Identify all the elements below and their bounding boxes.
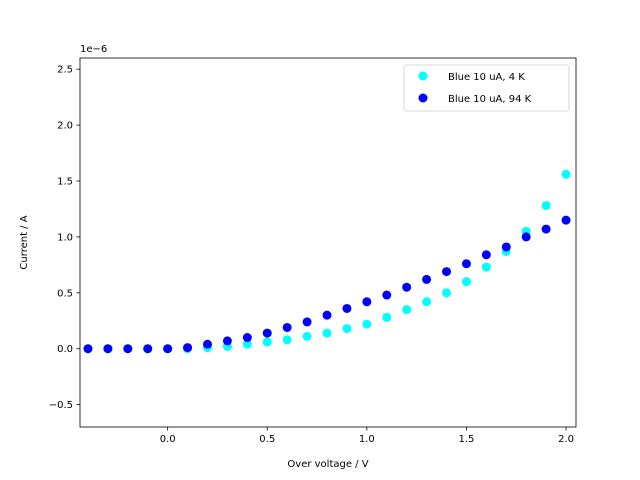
- data-points: [83, 169, 571, 354]
- data-point-series-1: [561, 169, 571, 179]
- data-point-series-2: [362, 297, 372, 307]
- legend-frame: [403, 64, 570, 112]
- axes-frame: [79, 57, 577, 428]
- data-point-series-2: [103, 344, 113, 354]
- data-point-series-2: [481, 250, 491, 260]
- data-point-series-2: [302, 317, 312, 327]
- data-point-series-1: [402, 305, 412, 315]
- x-tick-label: 0.5: [259, 434, 275, 445]
- data-point-series-2: [382, 290, 392, 300]
- y-tick-label: −0.5: [49, 400, 73, 411]
- data-point-series-1: [322, 328, 332, 338]
- y-axis-ticks: −0.5 0.0 0.5 1.0 1.5 2.0 2.5: [49, 65, 80, 411]
- x-tick-label: 2.0: [558, 434, 574, 445]
- data-point-series-2: [143, 344, 153, 354]
- data-point-series-2: [262, 328, 272, 338]
- legend: Blue 10 uA, 4 K Blue 10 uA, 94 K: [403, 64, 570, 112]
- data-point-series-1: [342, 324, 352, 334]
- data-point-series-2: [163, 344, 173, 354]
- data-point-series-2: [222, 336, 232, 346]
- data-point-series-1: [461, 277, 471, 287]
- data-point-series-1: [442, 288, 452, 298]
- data-point-series-2: [322, 310, 332, 320]
- data-point-series-2: [242, 333, 252, 343]
- data-point-series-1: [282, 335, 292, 345]
- y-tick-label: 0.5: [57, 288, 73, 299]
- data-point-series-2: [521, 232, 531, 242]
- data-point-series-2: [123, 344, 133, 354]
- x-tick-label: 1.5: [458, 434, 474, 445]
- y-tick-label: 2.5: [57, 65, 73, 76]
- data-point-series-2: [422, 274, 432, 284]
- data-point-series-1: [242, 339, 252, 349]
- data-point-series-1: [541, 201, 551, 211]
- legend-label-series-2: Blue 10 uA, 94 K: [448, 94, 532, 105]
- data-point-series-2: [541, 224, 551, 234]
- data-point-series-1: [422, 297, 432, 307]
- data-point-series-1: [382, 312, 392, 322]
- data-point-series-1: [262, 337, 272, 347]
- data-point-series-2: [461, 259, 471, 269]
- data-point-series-1: [302, 331, 312, 341]
- data-point-series-2: [442, 267, 452, 277]
- legend-label-series-1: Blue 10 uA, 4 K: [448, 72, 525, 83]
- y-offset-label: 1e−6: [80, 44, 107, 55]
- y-tick-label: 0.0: [57, 344, 73, 355]
- x-axis-label: Over voltage / V: [287, 459, 368, 470]
- data-point-series-2: [282, 322, 292, 332]
- data-point-series-2: [183, 343, 193, 353]
- data-point-series-1: [362, 319, 372, 329]
- data-point-series-2: [561, 215, 571, 225]
- legend-marker-series-2: [418, 93, 428, 103]
- y-axis-label: Current / A: [19, 215, 30, 269]
- axes-background: [80, 58, 576, 427]
- data-point-series-1: [481, 262, 491, 272]
- y-tick-label: 2.0: [57, 121, 73, 132]
- data-point-series-2: [501, 242, 511, 252]
- data-point-series-2: [402, 282, 412, 292]
- x-tick-label: 0.0: [160, 434, 176, 445]
- data-point-series-2: [83, 344, 93, 354]
- x-axis-ticks: 0.0 0.5 1.0 1.5 2.0: [160, 427, 574, 445]
- x-tick-label: 1.0: [359, 434, 375, 445]
- y-tick-label: 1.0: [57, 232, 73, 243]
- data-point-series-2: [342, 303, 352, 313]
- data-point-series-2: [202, 339, 212, 349]
- legend-marker-series-1: [418, 71, 428, 81]
- y-tick-label: 1.5: [57, 177, 73, 188]
